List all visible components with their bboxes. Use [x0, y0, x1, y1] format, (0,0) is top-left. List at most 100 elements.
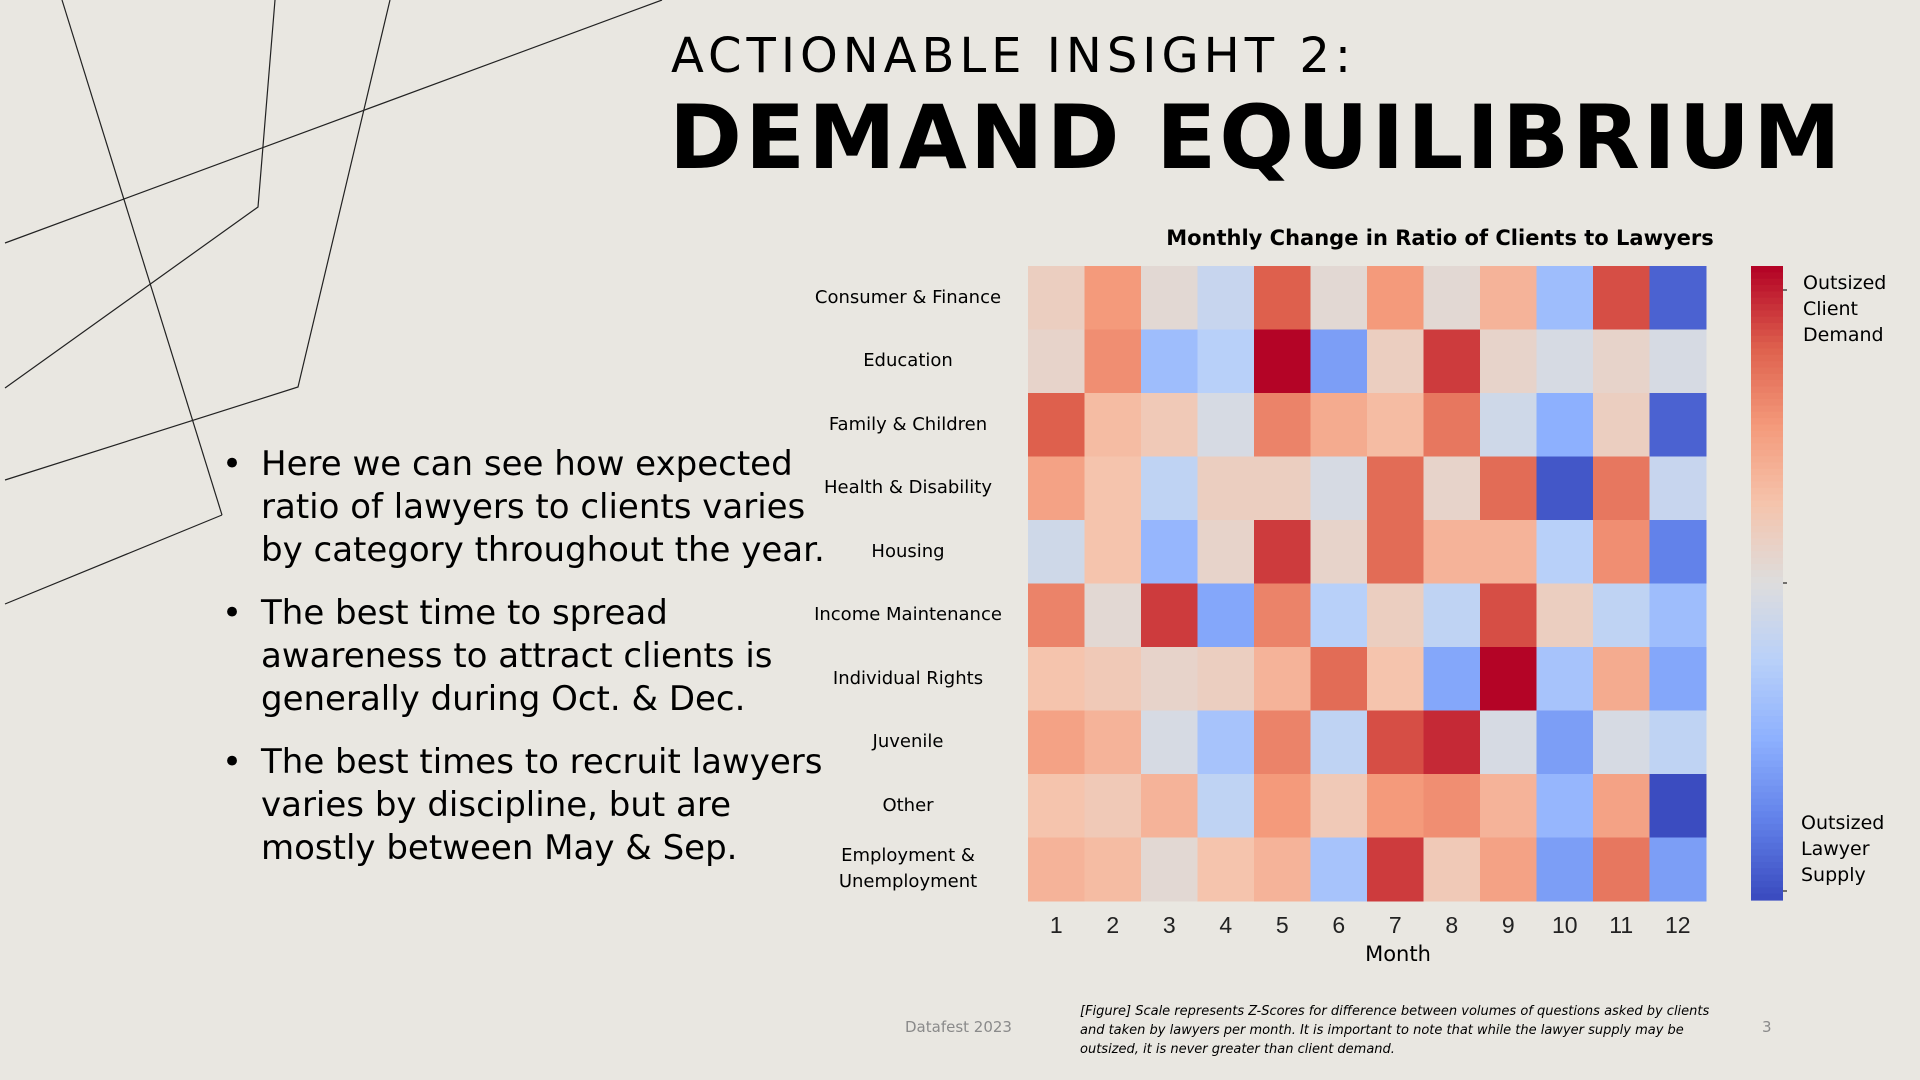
bullet-list: Here we can see how expected ratio of la… — [222, 443, 842, 890]
heatmap-cell — [1254, 774, 1311, 838]
y-tick-label: Other — [882, 794, 934, 816]
colorbar-segment — [1751, 671, 1783, 679]
heatmap-cell — [1084, 583, 1142, 648]
colorbar-segment — [1751, 849, 1783, 857]
x-tick-label: 3 — [1163, 912, 1176, 938]
colorbar-segment — [1751, 659, 1783, 667]
colorbar-segment — [1751, 405, 1783, 413]
heatmap-cell — [1480, 520, 1537, 584]
x-axis-title: Month — [1365, 942, 1431, 966]
colorbar-segment — [1751, 424, 1783, 432]
colorbar-segment — [1751, 595, 1783, 603]
colorbar-segment — [1751, 481, 1783, 489]
heatmap-cell — [1197, 456, 1255, 521]
colorbar-segment — [1751, 868, 1783, 876]
colorbar-segment — [1751, 855, 1783, 863]
heatmap-cell — [1649, 774, 1707, 838]
colorbar-segment — [1751, 291, 1783, 299]
heatmap-cell — [1367, 520, 1424, 584]
colorbar-segment — [1751, 684, 1783, 692]
colorbar-segment — [1751, 437, 1783, 445]
heatmap-cell — [1197, 520, 1255, 584]
colorbar-segment — [1751, 830, 1783, 838]
heatmap-cell — [1649, 266, 1707, 330]
colorbar-segment — [1751, 576, 1783, 584]
colorbar-segment — [1751, 329, 1783, 337]
heatmap-cell — [1367, 583, 1424, 648]
heatmap-cell — [1593, 520, 1650, 584]
heatmap-cell — [1310, 456, 1368, 521]
colorbar-segment — [1751, 430, 1783, 438]
colorbar-segment — [1751, 811, 1783, 819]
colorbar-segment — [1751, 449, 1783, 457]
heatmap-cell — [1028, 266, 1085, 330]
colorbar-segment — [1751, 728, 1783, 736]
heatmap-cell — [1367, 710, 1424, 775]
colorbar-segment — [1751, 380, 1783, 388]
heatmap-cell — [1480, 710, 1537, 775]
heatmap-cell — [1423, 520, 1481, 584]
heatmap-cell — [1084, 774, 1142, 838]
heatmap-cell — [1197, 266, 1255, 330]
bullet-item: The best time to spread awareness to att… — [222, 592, 842, 721]
heatmap-cell — [1028, 393, 1085, 457]
figure-caption: [Figure] Scale represents Z-Scores for d… — [1080, 1004, 1710, 1057]
colorbar-segment — [1751, 323, 1783, 330]
colorbar-segment — [1751, 652, 1783, 660]
colorbar-segment — [1751, 310, 1783, 318]
x-tick-label: 11 — [1609, 912, 1633, 938]
colorbar-segment — [1751, 640, 1783, 647]
colorbar-segment — [1751, 285, 1783, 292]
heatmap-cell — [1649, 329, 1707, 394]
colorbar-segment — [1751, 367, 1783, 375]
colorbar-segment — [1751, 475, 1783, 483]
y-tick-label: Juvenile — [872, 731, 944, 753]
heatmap-cell — [1593, 774, 1650, 838]
heatmap-cell — [1028, 774, 1085, 838]
heatmap-cell — [1593, 329, 1650, 394]
colorbar-segment — [1751, 887, 1783, 895]
heatmap-cell — [1141, 520, 1198, 584]
y-tick-label: Consumer & Finance — [814, 286, 1002, 308]
heatmap-cell — [1197, 774, 1255, 838]
colorbar-segment — [1751, 297, 1783, 305]
heatmap-cell — [1254, 647, 1311, 711]
heatmap-cell — [1197, 710, 1255, 775]
x-tick-label: 10 — [1552, 912, 1578, 938]
heatmap-cell — [1536, 583, 1594, 648]
heatmap-cell — [1536, 456, 1594, 521]
colorbar-segment — [1751, 690, 1783, 698]
colorbar-segment — [1751, 272, 1783, 280]
y-tick-label: Health & Disability — [824, 477, 992, 499]
colorbar-segment — [1751, 335, 1783, 343]
colorbar-segment — [1751, 665, 1783, 673]
heatmap-cell — [1084, 393, 1142, 457]
colorbar-segment — [1751, 386, 1783, 394]
heatmap-cell — [1141, 837, 1198, 902]
colorbar-segment — [1751, 754, 1783, 762]
colorbar-segment — [1751, 678, 1783, 686]
heatmap-cell — [1480, 774, 1537, 838]
colorbar-segment — [1751, 399, 1783, 407]
colorbar-segment — [1751, 544, 1783, 552]
heatmap-cell — [1423, 393, 1481, 457]
heatmap-cell — [1536, 329, 1594, 394]
heatmap-cell — [1254, 837, 1311, 902]
colorbar-segment — [1751, 494, 1783, 502]
colorbar-segment — [1751, 760, 1783, 768]
colorbar-segment — [1751, 411, 1783, 419]
heatmap-cell — [1536, 266, 1594, 330]
colorbar-label-bottom: Outsized Lawyer Supply — [1801, 812, 1885, 886]
heatmap-cell — [1367, 393, 1424, 457]
heatmap-cell — [1480, 329, 1537, 394]
heatmap-cell — [1310, 774, 1368, 838]
heatmap-cell — [1649, 647, 1707, 711]
colorbar-segment — [1751, 785, 1783, 793]
colorbar-segment — [1751, 614, 1783, 622]
heatmap-cell — [1310, 837, 1368, 902]
colorbar-segment — [1751, 462, 1783, 470]
heatmap-cell — [1310, 583, 1368, 648]
heatmap-cell — [1084, 266, 1142, 330]
heatmap-cell — [1593, 710, 1650, 775]
slide-title: DEMAND EQUILIBRIUM — [669, 86, 1844, 189]
